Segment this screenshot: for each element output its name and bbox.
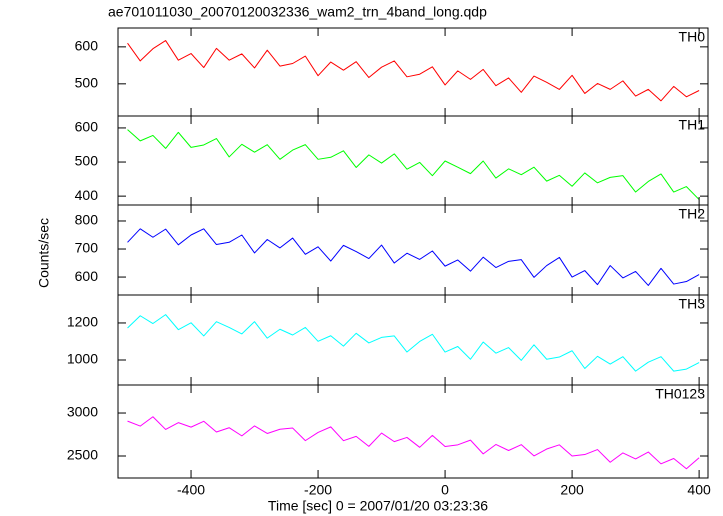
y-tick-label: 2500 <box>67 447 98 463</box>
panel-frame <box>117 384 709 479</box>
y-tick-label: 600 <box>75 268 99 284</box>
y-tick-label: 500 <box>75 153 99 169</box>
data-line <box>127 416 700 470</box>
y-tick-label: 500 <box>75 75 99 91</box>
y-axis-label: Counts/sec <box>36 218 52 288</box>
data-line <box>127 40 700 102</box>
legend-label: TH1 <box>679 117 706 133</box>
y-tick-label: 600 <box>75 119 99 135</box>
y-tick-label: 400 <box>75 187 99 203</box>
legend-label: TH2 <box>679 206 706 222</box>
data-line <box>127 314 700 372</box>
data-line <box>127 129 700 200</box>
y-tick-label: 600 <box>75 38 99 54</box>
x-axis-label: Time [sec] 0 = 2007/01/20 03:23:36 <box>268 498 488 514</box>
x-tick-label: -400 <box>177 482 205 498</box>
y-tick-label: 800 <box>75 212 99 228</box>
chart-title: ae701011030_20070120032336_wam2_trn_4ban… <box>108 4 487 20</box>
y-tick-label: 700 <box>75 240 99 256</box>
data-line <box>127 228 700 286</box>
y-tick-label: 3000 <box>67 404 98 420</box>
x-tick-label: 400 <box>687 482 711 498</box>
x-tick-label: 200 <box>560 482 584 498</box>
legend-label: TH3 <box>679 296 706 312</box>
y-tick-label: 1200 <box>67 314 98 330</box>
x-tick-label: -200 <box>304 482 332 498</box>
legend-label: TH0 <box>679 29 706 45</box>
legend-label: TH0123 <box>655 386 705 402</box>
y-tick-label: 1000 <box>67 351 98 367</box>
x-tick-label: 0 <box>441 482 449 498</box>
